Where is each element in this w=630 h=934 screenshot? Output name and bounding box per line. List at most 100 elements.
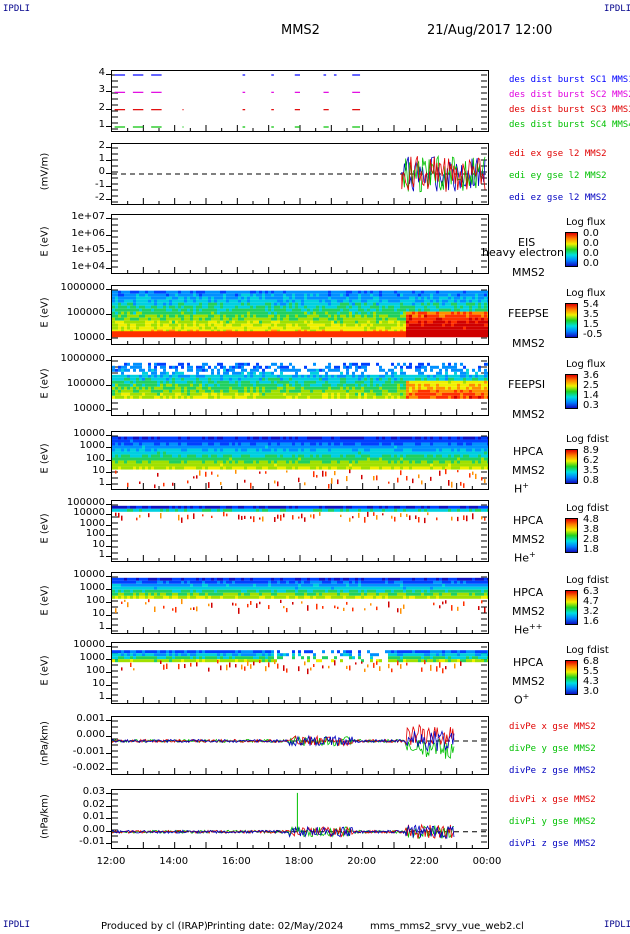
spectrogram-cell [469, 311, 472, 315]
spectrogram-cell [433, 445, 436, 449]
spectrogram-cell [406, 508, 409, 512]
spectrogram-cell [406, 293, 409, 297]
spectrogram-cell [121, 299, 124, 303]
spectrogram-cell [334, 380, 337, 384]
spectrogram-cell [334, 448, 337, 452]
spectrogram-cell [283, 442, 286, 446]
spectrogram-cell [280, 454, 283, 458]
spectrogram-cell [256, 308, 259, 312]
spectrogram-cell [250, 516, 252, 519]
spectrogram-cell [436, 466, 439, 470]
spectrogram-cell [130, 445, 133, 449]
spectrogram-cell [127, 323, 130, 327]
spectrogram-cell [358, 386, 361, 390]
spectrogram-cell [355, 296, 358, 300]
spectrogram-cell [166, 380, 169, 384]
spectrogram-cell [244, 377, 247, 381]
spectrogram-cell [352, 317, 355, 321]
spectrogram-cell [469, 466, 472, 470]
spectrogram-cell [451, 454, 454, 458]
spectrogram-cell [178, 457, 181, 461]
spectrogram-cell [217, 305, 220, 309]
spectrogram-cell [412, 320, 415, 324]
spectrogram-cell [259, 471, 261, 474]
spectrogram-cell [280, 320, 283, 324]
spectrogram-cell [220, 323, 223, 327]
spectrogram-cell [208, 299, 211, 303]
spectrogram-cell [256, 314, 259, 318]
spectrogram-cell [337, 454, 340, 458]
spectrogram-cell [358, 314, 361, 318]
spectrogram-cell [280, 466, 283, 470]
spectrogram-cell [319, 302, 322, 306]
spectrogram-cell [445, 331, 448, 338]
spectrogram-cell [367, 386, 370, 390]
spectrogram-cell [142, 442, 145, 446]
spectrogram-cell [325, 436, 328, 440]
spectrogram-cell [391, 448, 394, 452]
spectrogram-cell [121, 454, 124, 458]
spectrogram-cell [112, 454, 115, 458]
spectrogram-cell [421, 371, 424, 375]
spectrogram-cell [451, 317, 454, 321]
spectrogram-cell [454, 329, 457, 333]
spectrogram-cell [157, 293, 160, 297]
spectrogram-cell [277, 293, 280, 297]
spectrogram-cell [337, 505, 340, 509]
spectrogram-cell [112, 463, 115, 467]
spectrogram-cell [229, 302, 232, 306]
spectrogram-cell [475, 451, 478, 455]
spectrogram-cell [436, 299, 439, 303]
spectrogram-cell [142, 329, 145, 333]
spectrogram-cell [301, 377, 304, 381]
spectrogram-cell [364, 290, 367, 294]
spectrogram-cell [484, 302, 487, 306]
spectrogram-cell [133, 293, 136, 297]
spectrogram-cell [322, 386, 325, 390]
spectrogram-cell [289, 290, 292, 294]
spectrogram-cell [325, 377, 328, 381]
spectrogram-cell [184, 305, 187, 309]
spectrogram-cell [343, 329, 346, 333]
spectrogram-cell [145, 329, 148, 333]
spectrogram-cell [436, 445, 439, 449]
spectrogram-cell [124, 463, 127, 467]
spectrogram-cell [418, 454, 421, 458]
spectrogram-cell [124, 320, 127, 324]
spectrogram-cell [439, 311, 442, 315]
spectrogram-cell [406, 386, 409, 390]
spectrogram-cell [367, 290, 370, 294]
spectrogram-cell [271, 362, 274, 366]
spectrogram-cell [397, 320, 400, 324]
spectrogram-cell [361, 365, 364, 369]
spectrogram-cell [424, 331, 427, 338]
spectrogram-cell [418, 320, 421, 324]
spectrogram-cell [382, 508, 385, 512]
spectrogram-cell [142, 305, 145, 309]
spectrogram-cell [226, 392, 229, 396]
spectrogram-cell [247, 362, 250, 366]
spectrogram-cell [268, 389, 271, 393]
spectrogram-cell [475, 323, 478, 327]
overlay-label-eis: heavy electron to [482, 246, 579, 259]
spectrogram-cell [472, 395, 475, 399]
spectrogram-cell [157, 439, 160, 443]
spectrogram-cell [286, 448, 289, 452]
spectrogram-cell [112, 448, 115, 452]
spectrogram-cell [148, 442, 151, 446]
spectrogram-cell [292, 293, 295, 297]
spectrogram-cell [478, 296, 481, 300]
spectrogram-cell [460, 290, 463, 294]
ytick-hpca_h: 100 [85, 452, 105, 464]
spectrogram-cell [214, 377, 217, 381]
spectrogram-cell [241, 365, 244, 369]
spectrogram-cell [124, 395, 127, 399]
spectrogram-cell [229, 377, 232, 381]
spectrogram-cell [475, 392, 478, 396]
spectrogram-cell [241, 374, 244, 378]
spectrogram-cell [265, 442, 268, 446]
spectrogram-cell [238, 445, 241, 449]
spectrogram-cell [229, 392, 232, 396]
spectrogram-cell [349, 436, 352, 440]
spectrogram-cell [331, 389, 334, 393]
